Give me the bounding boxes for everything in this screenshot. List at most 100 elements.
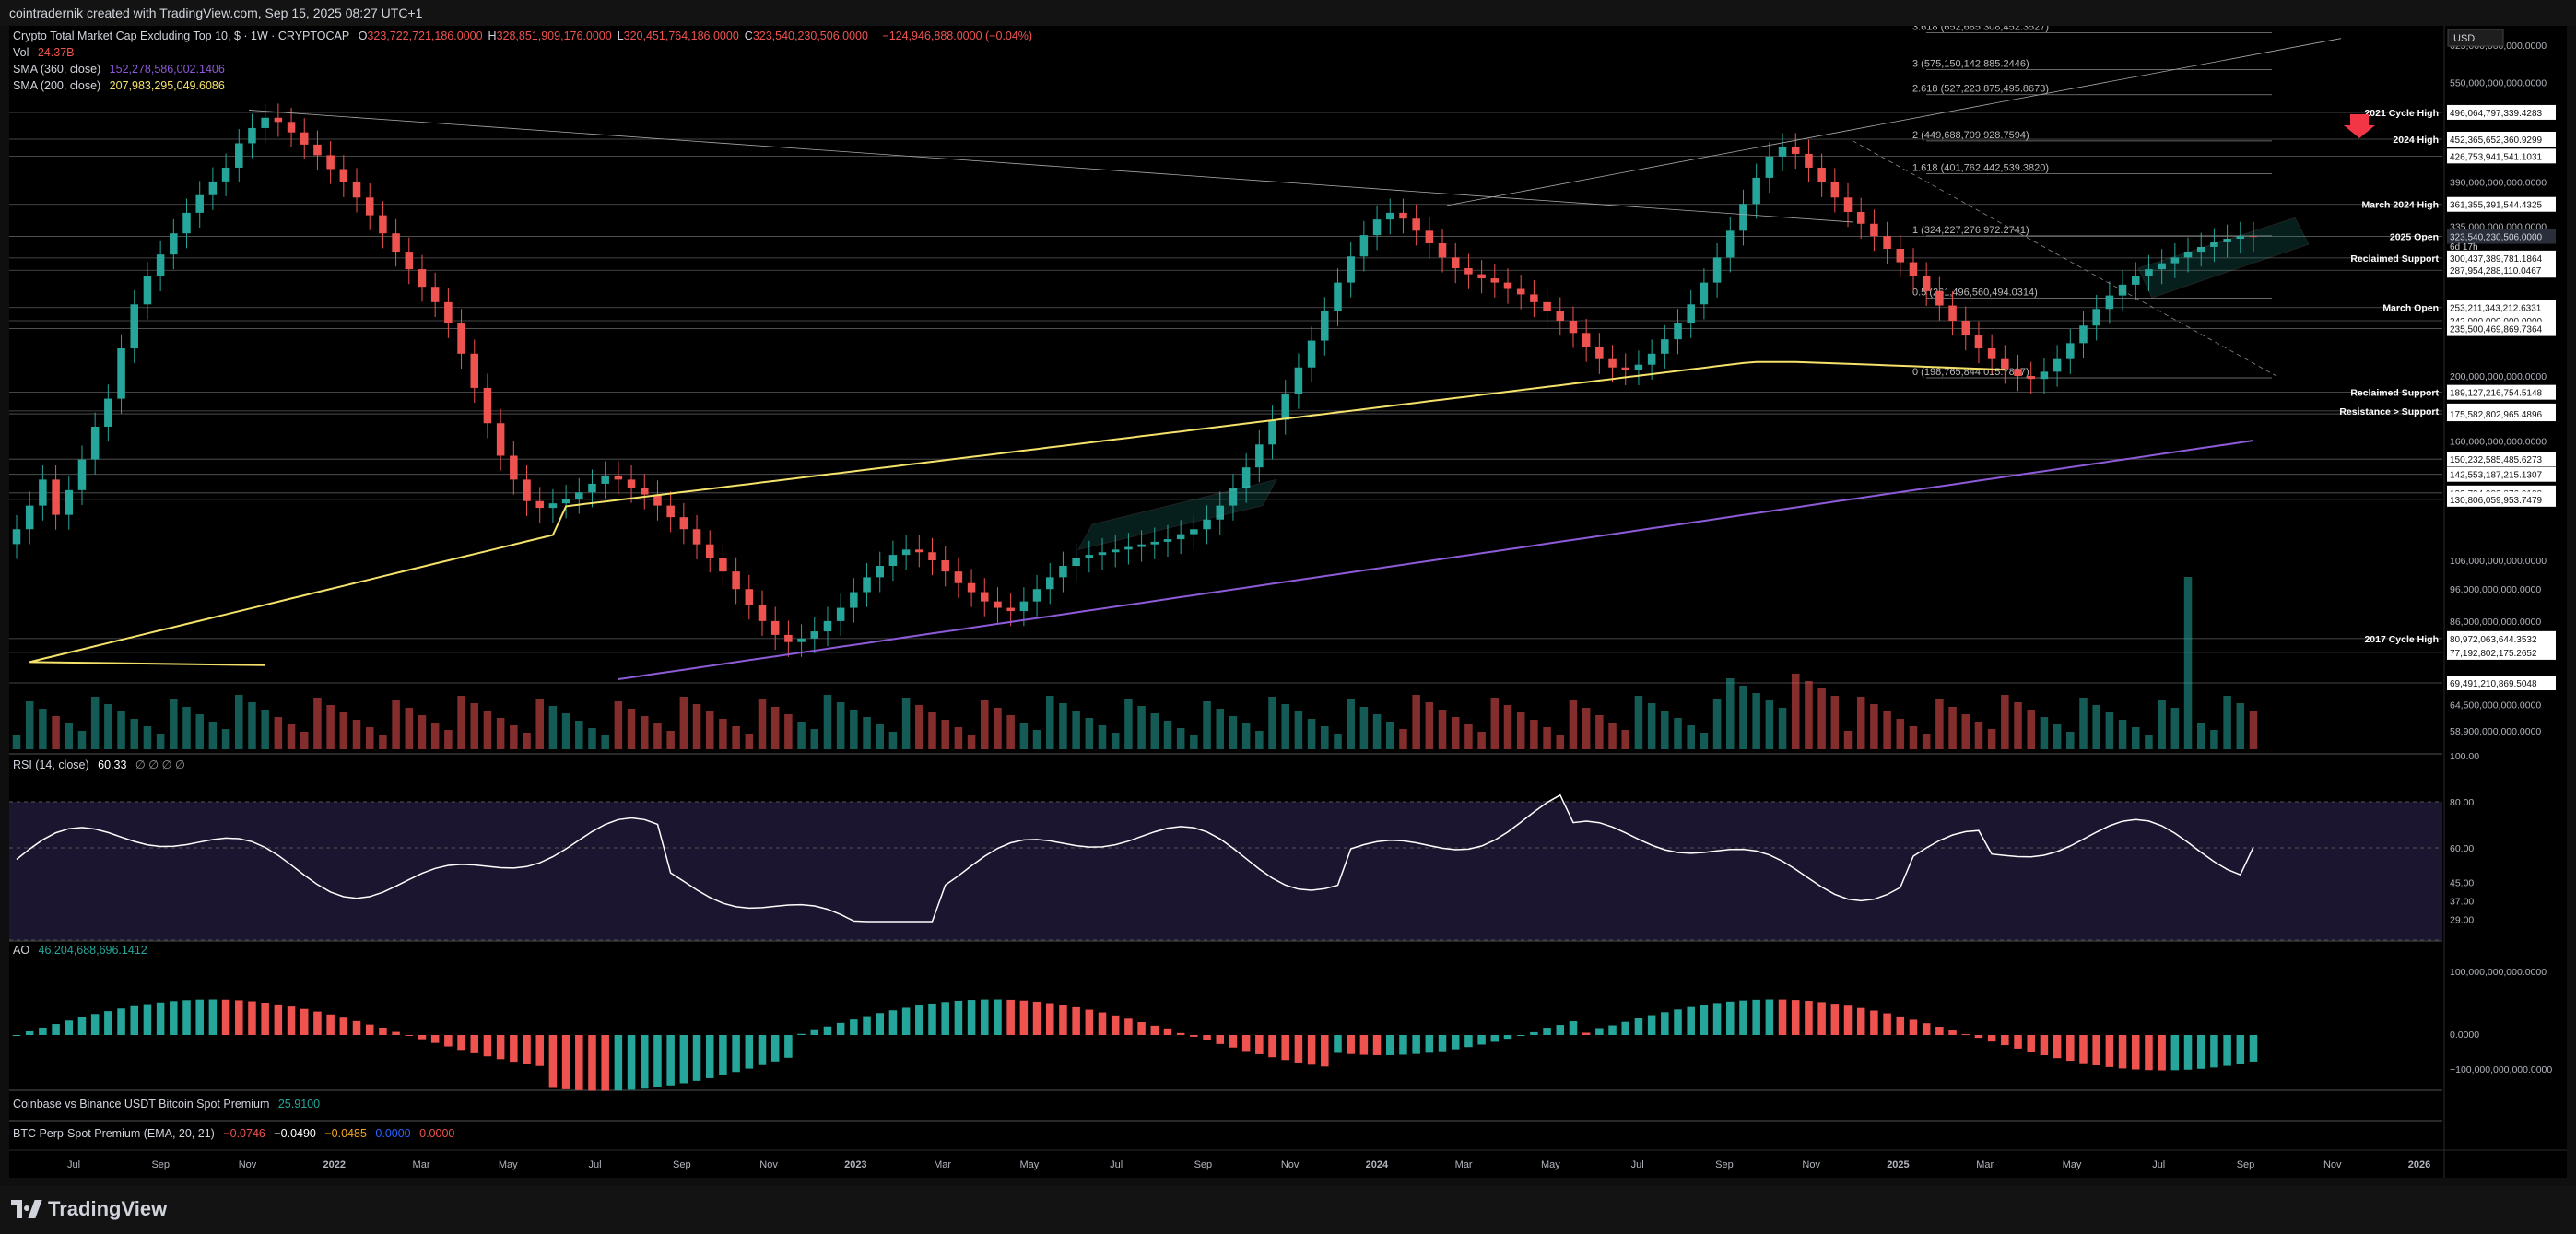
x-tick-26: Nov xyxy=(2323,1159,2342,1170)
ao-bar xyxy=(470,1035,479,1053)
candle-body xyxy=(1451,257,1460,269)
candle-body xyxy=(1700,282,1709,305)
candle xyxy=(954,557,963,598)
volume-bar xyxy=(1137,706,1146,749)
ao-bar xyxy=(810,1029,819,1035)
volume-bar xyxy=(1464,724,1473,749)
candle xyxy=(195,181,204,229)
ao-bar xyxy=(1856,1007,1865,1035)
volume-bar xyxy=(496,718,505,749)
volume-bar xyxy=(287,724,296,749)
candle-body xyxy=(2001,358,2009,370)
x-tick-14: Nov xyxy=(1281,1159,1300,1170)
candle xyxy=(588,469,596,508)
ao-bar xyxy=(2001,1035,2009,1046)
volume-bar xyxy=(2053,724,2062,749)
price-box-text-20: 69,491,210,869.5048 xyxy=(2450,679,2537,689)
candle xyxy=(967,569,976,607)
candle-body xyxy=(39,479,47,506)
ao-bar xyxy=(326,1014,335,1035)
ao-bar xyxy=(1386,1035,1394,1055)
candle-body xyxy=(339,169,348,182)
price-box-3 xyxy=(2447,196,2556,212)
candle-body xyxy=(1674,323,1682,340)
x-tick-8: Nov xyxy=(759,1159,778,1170)
candle-body xyxy=(1163,539,1172,542)
candle-body xyxy=(1935,290,1944,306)
candle-body xyxy=(575,492,583,499)
candle-body xyxy=(1045,577,1054,590)
ao-bar xyxy=(2027,1035,2035,1052)
volume-bar xyxy=(836,702,845,749)
y-tick-4: 200,000,000,000.0000 xyxy=(2450,371,2547,382)
x-tick-18: Jul xyxy=(1631,1159,1644,1170)
price-box-text-4: 323,540,230,506.0000 xyxy=(2450,233,2543,243)
ao-bar xyxy=(65,1020,74,1035)
ao-bar xyxy=(850,1019,858,1035)
ao-bar xyxy=(483,1035,492,1057)
volume-bar xyxy=(1556,735,1565,749)
volume-bar xyxy=(928,712,936,749)
ao-bar xyxy=(1896,1016,1905,1035)
candle-body xyxy=(313,144,322,156)
ao-bar xyxy=(2223,1035,2231,1066)
volume-bar xyxy=(1948,707,1957,749)
candle xyxy=(994,587,1002,623)
candle xyxy=(1974,321,1983,364)
chart-svg[interactable]: 3.618 (652,685,308,452.3527) 3 (575,150,1… xyxy=(9,22,2567,1178)
ao-bar xyxy=(1778,999,1787,1035)
volume-bar xyxy=(1241,723,1251,749)
x-tick-16: Mar xyxy=(1455,1159,1473,1170)
volume-bar xyxy=(274,717,283,749)
price-box-2 xyxy=(2447,148,2556,164)
candle-body xyxy=(2183,252,2193,258)
legend-premium-row: Coinbase vs Binance USDT Bitcoin Spot Pr… xyxy=(13,1098,325,1111)
price-box-1 xyxy=(2447,131,2556,147)
rsi-tick-3: 45.00 xyxy=(2450,878,2474,889)
x-tick-24: Jul xyxy=(2152,1159,2165,1170)
candle xyxy=(1582,318,1591,362)
candle xyxy=(1647,339,1656,380)
candle-body xyxy=(1334,282,1342,311)
candle xyxy=(1569,306,1578,348)
volume-bar xyxy=(1229,716,1238,749)
volume-bar xyxy=(1791,674,1800,749)
volume-bar xyxy=(1674,718,1682,749)
chart-area[interactable]: 3.618 (652,685,308,452.3527) 3 (575,150,1… xyxy=(9,22,2567,1178)
ao-bar xyxy=(208,999,218,1035)
volume-bar xyxy=(1399,729,1407,749)
ao-bar xyxy=(1817,1002,1826,1035)
candle-body xyxy=(496,423,505,456)
volume-bar xyxy=(170,699,178,749)
tradingview-logo[interactable]: TradingView xyxy=(11,1197,167,1221)
candle xyxy=(784,620,793,657)
candle-body xyxy=(745,589,754,605)
ao-bar xyxy=(692,1035,701,1081)
ao-tick-2: −100,000,000,000.0000 xyxy=(2450,1064,2552,1075)
candle-body xyxy=(627,479,636,488)
ao-bar xyxy=(2183,1035,2193,1070)
candle-body xyxy=(1896,249,1905,263)
candle-body xyxy=(444,301,453,323)
candle xyxy=(2001,345,2009,384)
candle-body xyxy=(261,117,269,128)
ao-bar xyxy=(221,999,230,1035)
candle xyxy=(810,617,819,653)
volume-bar xyxy=(1700,733,1709,749)
ao-bar xyxy=(2079,1035,2088,1064)
candle-body xyxy=(510,455,518,480)
x-tick-10: Mar xyxy=(934,1159,951,1170)
candle xyxy=(1072,543,1080,582)
ao-bar xyxy=(444,1035,453,1047)
volume-bar xyxy=(1098,725,1107,749)
volume-bar xyxy=(1883,711,1891,749)
y-tick-1: 550,000,000,000.0000 xyxy=(2450,77,2547,88)
candle-body xyxy=(1752,177,1760,205)
ao-bar xyxy=(12,1035,21,1036)
candle xyxy=(52,465,60,530)
candle xyxy=(1059,551,1067,593)
candle-body xyxy=(1307,340,1316,368)
candle-body xyxy=(2132,276,2140,285)
candle xyxy=(1843,182,1853,228)
candle-body xyxy=(1830,182,1840,198)
